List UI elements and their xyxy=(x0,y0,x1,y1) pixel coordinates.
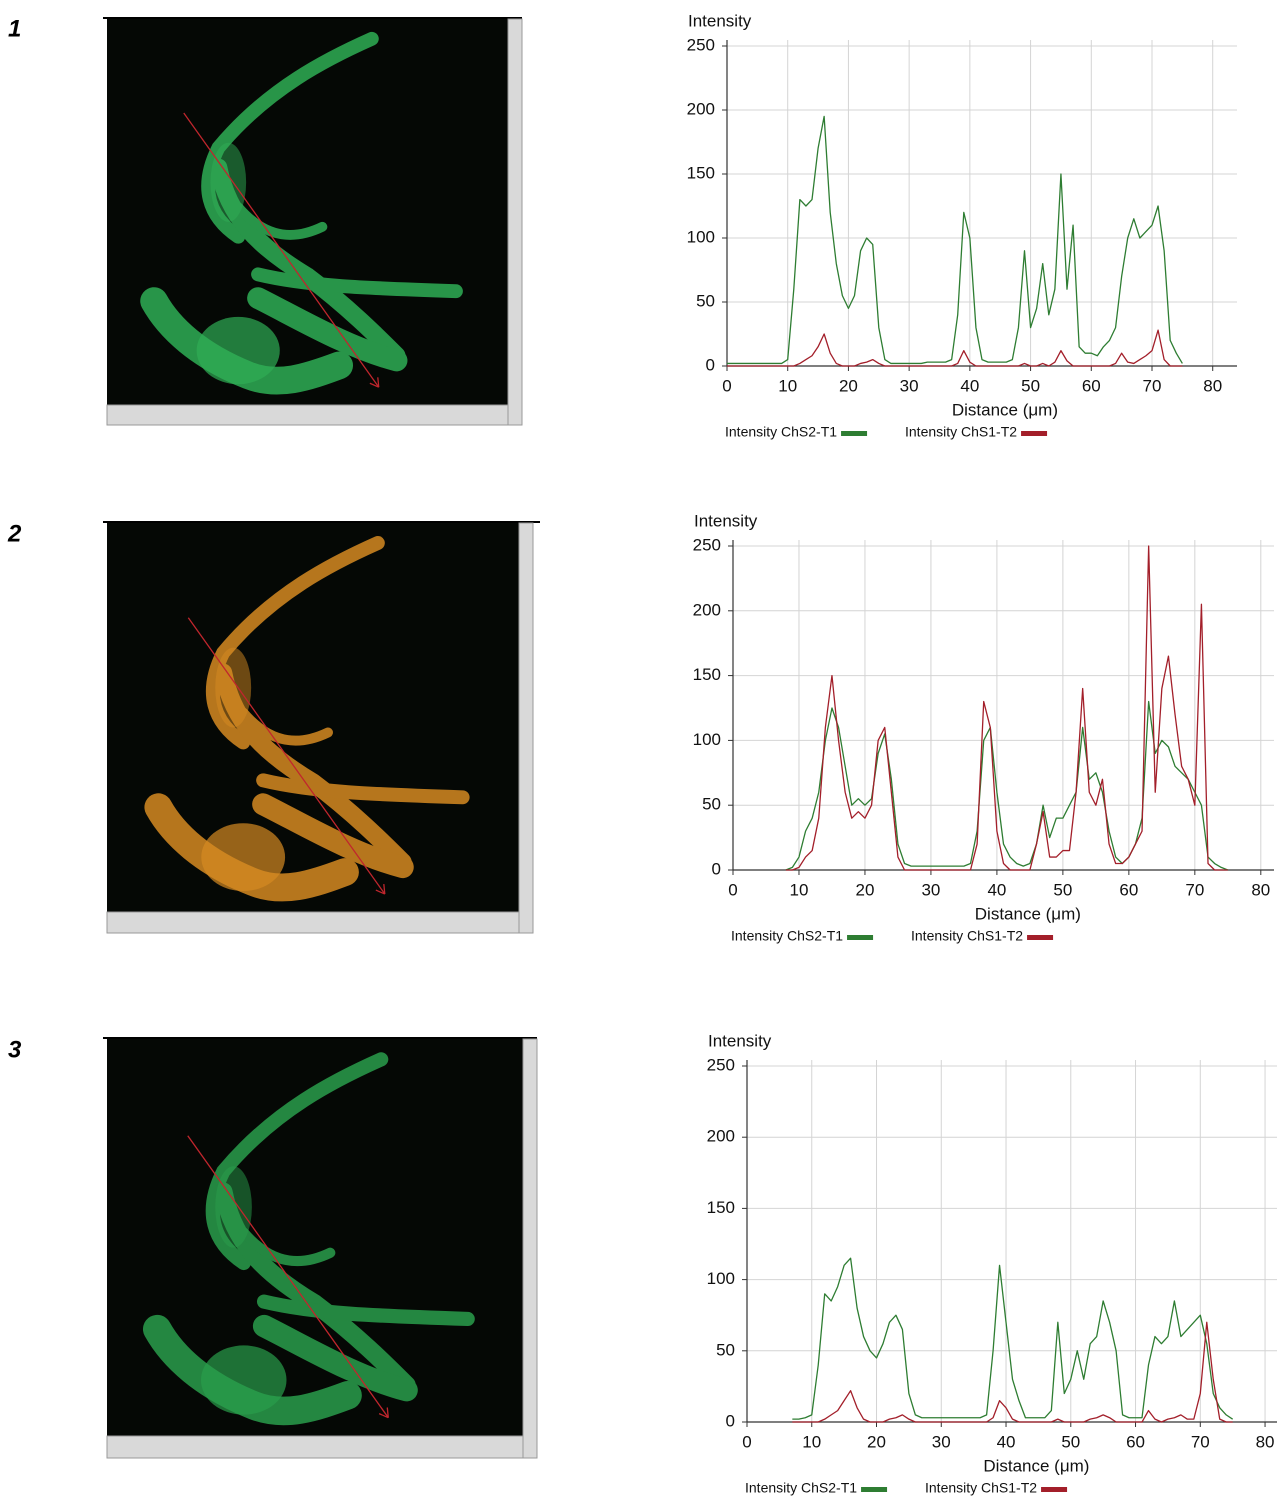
x-tick-label: 20 xyxy=(855,880,874,899)
legend-label: Intensity ChS1-T2 xyxy=(925,1480,1037,1496)
y-axis-title: Intensity xyxy=(688,11,752,30)
y-tick-label: 200 xyxy=(693,600,721,619)
legend-swatch xyxy=(861,1487,888,1492)
x-tick-label: 0 xyxy=(728,880,737,899)
series-line xyxy=(727,115,1183,365)
x-tick-label: 60 xyxy=(1126,1432,1145,1451)
x-tick-label: 60 xyxy=(1119,880,1138,899)
y-tick-label: 150 xyxy=(693,665,721,684)
series-line xyxy=(785,545,1228,871)
y-tick-label: 100 xyxy=(707,1269,735,1288)
series-line xyxy=(792,1257,1234,1420)
x-tick-label: 30 xyxy=(932,1432,951,1451)
y-axis-title: Intensity xyxy=(708,1031,772,1050)
legend-swatch xyxy=(847,935,874,940)
y-tick-label: 200 xyxy=(687,99,715,118)
legend-label: Intensity ChS2-T1 xyxy=(731,928,843,944)
legend-label: Intensity ChS1-T2 xyxy=(905,424,1017,440)
legend-label: Intensity ChS2-T1 xyxy=(725,424,837,440)
image-panel-3 xyxy=(103,1037,538,1459)
y-tick-label: 50 xyxy=(702,795,721,814)
x-tick-label: 10 xyxy=(802,1432,821,1451)
y-tick-label: 0 xyxy=(712,859,721,878)
x-tick-label: 40 xyxy=(997,1432,1016,1451)
image-panel-1 xyxy=(103,17,523,426)
x-tick-label: 20 xyxy=(867,1432,886,1451)
x-tick-label: 30 xyxy=(900,376,919,395)
y-tick-label: 0 xyxy=(726,1411,735,1430)
y-tick-label: 50 xyxy=(716,1340,735,1359)
x-tick-label: 10 xyxy=(790,880,809,899)
x-tick-label: 0 xyxy=(742,1432,751,1451)
x-tick-label: 80 xyxy=(1251,880,1270,899)
y-tick-label: 250 xyxy=(687,35,715,54)
x-tick-label: 80 xyxy=(1256,1432,1275,1451)
legend-label: Intensity ChS1-T2 xyxy=(911,928,1023,944)
x-tick-label: 40 xyxy=(987,880,1006,899)
x-tick-label: 10 xyxy=(778,376,797,395)
y-tick-label: 50 xyxy=(696,291,715,310)
series-line xyxy=(785,700,1229,871)
x-axis-title: Distance (μm) xyxy=(983,1456,1089,1475)
y-axis-title: Intensity xyxy=(694,511,758,530)
image-panel-2 xyxy=(103,521,540,934)
y-tick-label: 250 xyxy=(707,1055,735,1074)
x-axis-title: Distance (μm) xyxy=(975,904,1081,923)
y-tick-label: 250 xyxy=(693,535,721,554)
legend-swatch xyxy=(1027,935,1054,940)
x-tick-label: 50 xyxy=(1061,1432,1080,1451)
legend-swatch xyxy=(1041,1487,1068,1492)
legend-label: Intensity ChS2-T1 xyxy=(745,1480,857,1496)
x-tick-label: 30 xyxy=(921,880,940,899)
y-tick-label: 150 xyxy=(687,163,715,182)
legend-swatch xyxy=(1021,431,1048,436)
y-tick-label: 100 xyxy=(693,730,721,749)
x-tick-label: 40 xyxy=(960,376,979,395)
x-tick-label: 50 xyxy=(1053,880,1072,899)
x-tick-label: 70 xyxy=(1185,880,1204,899)
x-tick-label: 70 xyxy=(1191,1432,1210,1451)
x-tick-label: 0 xyxy=(722,376,731,395)
series-line xyxy=(727,329,1183,367)
panel-label: 1 xyxy=(8,15,21,42)
legend-swatch xyxy=(841,431,868,436)
panel-label: 3 xyxy=(8,1036,22,1063)
x-tick-label: 80 xyxy=(1203,376,1222,395)
x-axis-title: Distance (μm) xyxy=(952,400,1058,419)
x-tick-label: 70 xyxy=(1143,376,1162,395)
y-tick-label: 100 xyxy=(687,227,715,246)
panel-label: 2 xyxy=(7,520,22,547)
x-tick-label: 20 xyxy=(839,376,858,395)
y-tick-label: 200 xyxy=(707,1127,735,1146)
x-tick-label: 50 xyxy=(1021,376,1040,395)
x-tick-label: 60 xyxy=(1082,376,1101,395)
y-tick-label: 150 xyxy=(707,1198,735,1217)
series-line xyxy=(792,1321,1233,1423)
y-tick-label: 0 xyxy=(706,355,715,374)
